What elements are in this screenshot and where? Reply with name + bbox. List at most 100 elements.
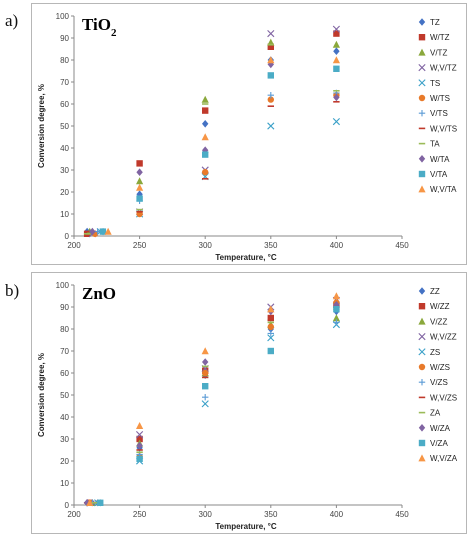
data-point-v-tz bbox=[332, 40, 340, 48]
legend-marker-w-v-zz bbox=[418, 333, 426, 341]
chart-title: TiO2 bbox=[82, 15, 117, 39]
legend-label-zs: ZS bbox=[430, 348, 440, 357]
data-point-v-za bbox=[333, 306, 340, 313]
data-point-w-v-za bbox=[136, 422, 144, 429]
data-point-w-za bbox=[202, 358, 209, 366]
y-tick-label: 0 bbox=[65, 501, 70, 510]
data-point-w-v-ta bbox=[201, 133, 209, 141]
series-w-za bbox=[83, 301, 340, 507]
series-w-v-ts bbox=[86, 101, 340, 233]
legend-marker-w-ta bbox=[418, 155, 426, 163]
data-point-ts bbox=[267, 122, 275, 130]
data-point-zs bbox=[267, 334, 275, 342]
x-axis-label: Temperature, °C bbox=[215, 522, 277, 531]
legend-marker-v-zs bbox=[418, 379, 426, 386]
data-point-v-za bbox=[136, 455, 143, 462]
legend-marker-w-v-za bbox=[418, 454, 426, 462]
y-tick-label: 10 bbox=[60, 479, 69, 488]
series-tz bbox=[83, 47, 340, 236]
chart-tio2: 0 10 20 30 40 50 60 70 80 90 100 200 250 300 350 400 450… bbox=[37, 12, 457, 262]
data-point-v-ta bbox=[202, 151, 209, 158]
legend-marker-v-tz bbox=[418, 48, 426, 56]
y-tick-label: 100 bbox=[56, 281, 70, 290]
data-point-w-tz bbox=[136, 160, 143, 167]
legend-label-v-zs: V/ZS bbox=[430, 378, 448, 387]
legend-label-w-v-zz: W,V/ZZ bbox=[430, 333, 457, 342]
legend-label-w-tz: W/TZ bbox=[430, 33, 450, 42]
data-point-ts bbox=[332, 118, 340, 126]
legend-marker-v-zz bbox=[418, 317, 426, 325]
data-point-v-zs bbox=[202, 394, 209, 401]
data-point-v-za bbox=[97, 499, 104, 506]
legend-label-zz: ZZ bbox=[430, 287, 440, 296]
legend-marker-v-ts bbox=[418, 110, 426, 117]
data-point-w-za bbox=[83, 499, 91, 507]
legend-label-w-ta: W/TA bbox=[430, 155, 450, 164]
legend-label-w-za: W/ZA bbox=[430, 424, 451, 433]
y-tick-label: 30 bbox=[60, 435, 69, 444]
data-point-v-ta bbox=[333, 65, 340, 72]
y-tick-label: 100 bbox=[56, 12, 70, 21]
series-w-v-ta bbox=[104, 56, 340, 235]
legend-label-w-v-za: W,V/ZA bbox=[430, 454, 458, 463]
y-tick-label: 70 bbox=[60, 78, 69, 87]
data-point-w-ta bbox=[136, 168, 143, 176]
x-axis-label: Temperature, °C bbox=[215, 253, 277, 262]
data-point-v-zz bbox=[332, 314, 340, 322]
data-point-w-v-za bbox=[332, 292, 340, 300]
legend-label-v-tz: V/TZ bbox=[430, 48, 447, 57]
legend-marker-w-zs bbox=[418, 363, 426, 371]
data-point-w-za bbox=[136, 441, 143, 450]
legend-label-v-zz: V/ZZ bbox=[430, 317, 447, 326]
legend-marker-ts bbox=[418, 79, 426, 87]
series-w-zz bbox=[86, 301, 340, 506]
legend-label-tz: TZ bbox=[430, 18, 440, 27]
data-point-w-ta bbox=[89, 227, 96, 236]
panel-label-b: b) bbox=[5, 281, 20, 300]
legend-marker-v-ta bbox=[418, 170, 426, 178]
series-v-zz bbox=[88, 314, 340, 506]
data-point-w-ts bbox=[202, 169, 209, 176]
y-tick-label: 80 bbox=[60, 56, 69, 65]
legend-label-za: ZA bbox=[430, 409, 441, 418]
series-v-tz bbox=[86, 38, 340, 235]
legend-label-v-ts: V/TS bbox=[430, 109, 448, 118]
series-v-zs bbox=[89, 319, 340, 506]
data-point-w-v-za bbox=[86, 499, 94, 506]
data-point-v-ta bbox=[136, 195, 143, 202]
chart-title: ZnO bbox=[82, 284, 116, 303]
data-point-w-ta bbox=[333, 93, 340, 102]
data-point-w-v-ta bbox=[332, 56, 340, 64]
x-tick-label: 250 bbox=[133, 510, 147, 519]
series-v-za bbox=[97, 306, 340, 506]
y-tick-label: 30 bbox=[60, 166, 69, 175]
legend-marker-w-zz bbox=[418, 303, 426, 310]
data-point-w-v-ta bbox=[136, 183, 144, 191]
data-point-v-ts bbox=[267, 92, 274, 99]
y-tick-label: 20 bbox=[60, 457, 69, 466]
data-point-v-za bbox=[202, 383, 209, 390]
chart-panel-tio2: 0 10 20 30 40 50 60 70 80 90 100 200 250 300 350 400 450… bbox=[31, 3, 467, 265]
data-point-w-v-ta bbox=[104, 227, 112, 235]
legend-label-w-v-ta: W,V/TA bbox=[430, 185, 457, 194]
y-tick-label: 60 bbox=[60, 100, 69, 109]
series-zz bbox=[83, 307, 340, 507]
series-v-ta bbox=[99, 65, 340, 235]
legend-label-w-zs: W/ZS bbox=[430, 363, 450, 372]
series-w-zs bbox=[86, 299, 340, 506]
data-point-w-v-ta bbox=[267, 56, 275, 64]
y-tick-label: 90 bbox=[60, 34, 69, 43]
legend-label-w-v-tz: W,V/TZ bbox=[430, 64, 457, 73]
data-point-w-tz bbox=[202, 107, 209, 114]
series-ts bbox=[96, 118, 340, 236]
data-point-tz bbox=[202, 120, 209, 128]
data-point-v-tz bbox=[201, 95, 209, 103]
data-point-w-tz bbox=[267, 43, 274, 50]
chart-zno: 0 10 20 30 40 50 60 70 80 90 100 200 250 300 350 400 450… bbox=[37, 281, 458, 531]
x-tick-label: 400 bbox=[330, 241, 344, 250]
series-w-tz bbox=[83, 30, 340, 237]
x-tick-label: 350 bbox=[264, 241, 278, 250]
y-tick-label: 90 bbox=[60, 303, 69, 312]
legend-label-v-za: V/ZA bbox=[430, 439, 448, 448]
legend-label-w-v-zs: W,V/ZS bbox=[430, 393, 457, 402]
